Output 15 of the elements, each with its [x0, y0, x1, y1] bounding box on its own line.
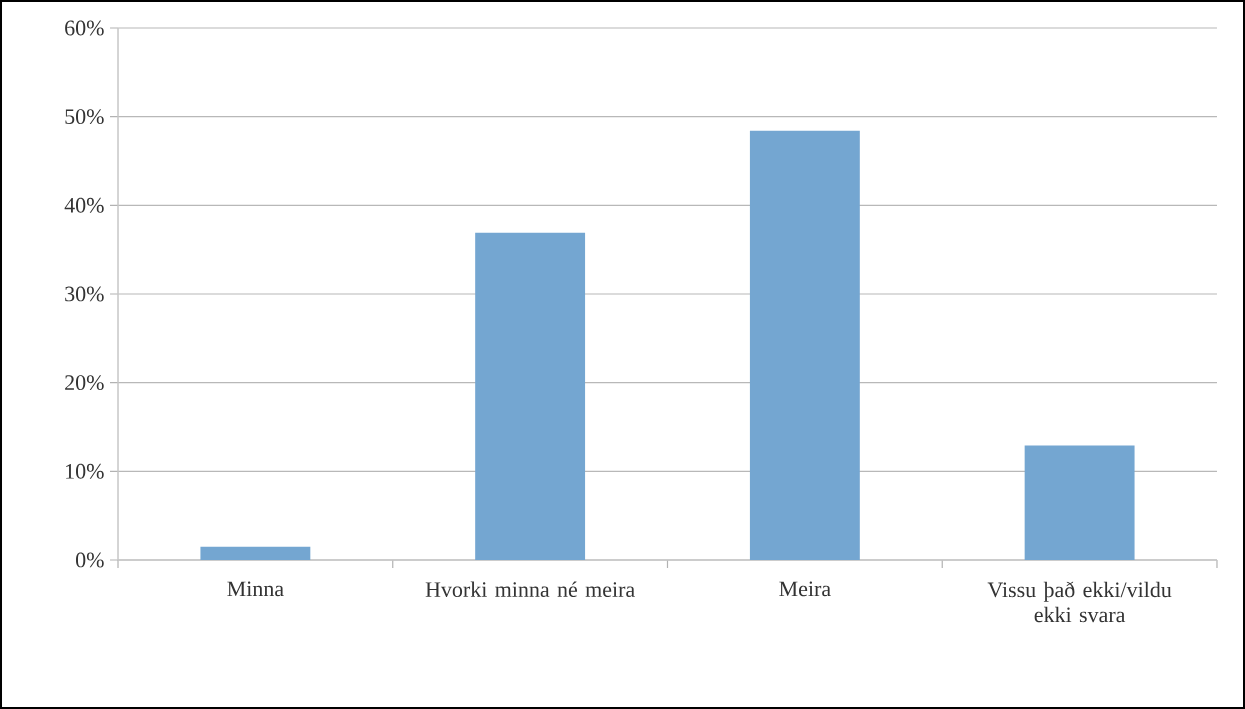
- bar: [200, 546, 311, 560]
- y-tick-label: 60%: [65, 20, 104, 36]
- x-tick-label: Vissu það ekki/vildu ekki svara: [987, 581, 1172, 623]
- bar: [749, 130, 860, 560]
- y-tick-label: 20%: [65, 375, 104, 391]
- x-tick-label: Hvorki minna né meira: [425, 581, 635, 598]
- y-tick-label: 50%: [65, 109, 104, 125]
- y-tick-label: 30%: [65, 286, 104, 302]
- bar: [1024, 445, 1135, 560]
- x-tick-label: Meira: [779, 581, 831, 597]
- y-tick-label: 40%: [64, 197, 104, 213]
- y-tick-label: 10%: [66, 463, 104, 479]
- bar: [475, 232, 586, 560]
- y-tick-label: 0%: [76, 552, 104, 568]
- x-tick-label: Minna: [227, 581, 284, 597]
